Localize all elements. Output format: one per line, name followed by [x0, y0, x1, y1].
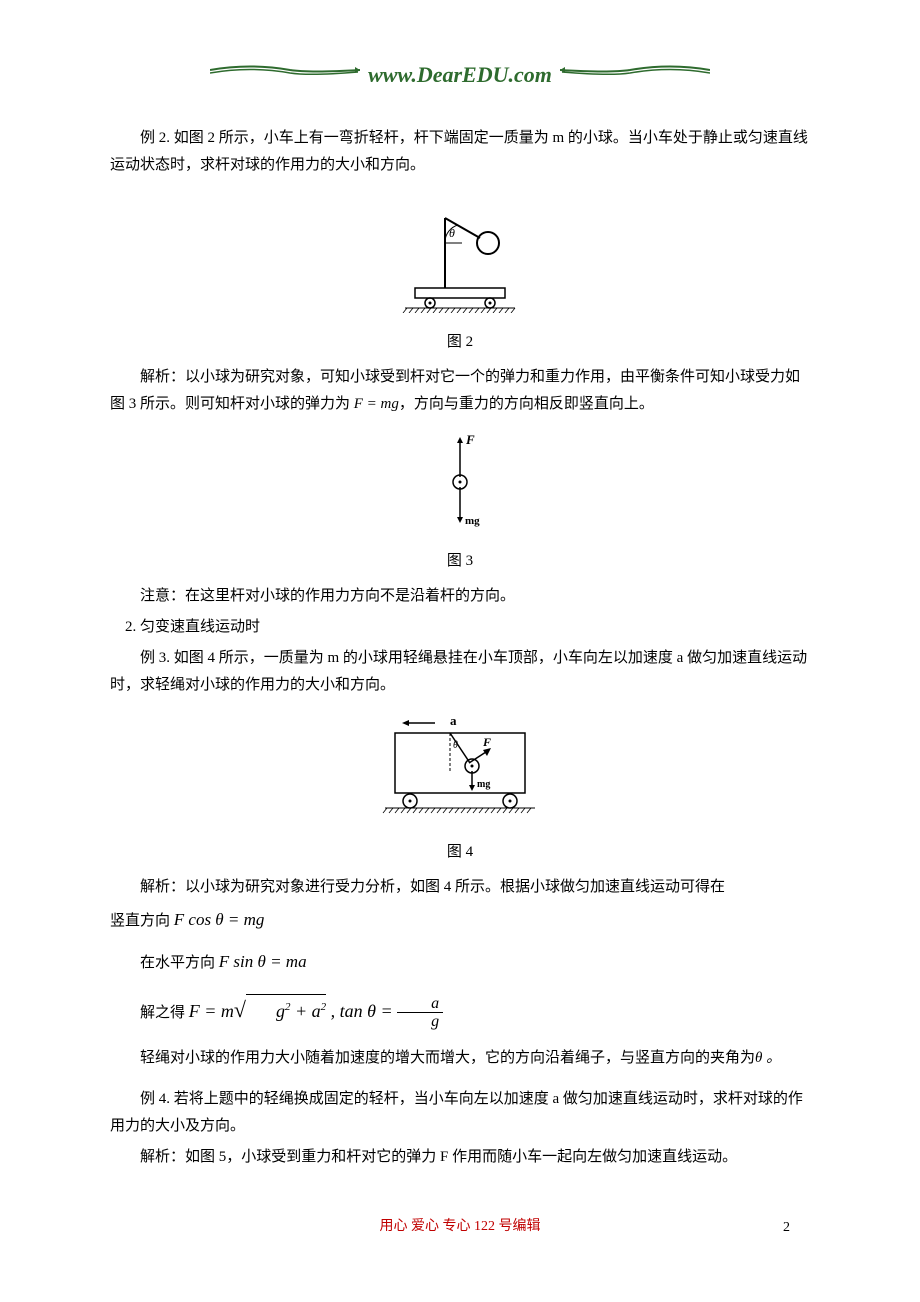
vert-prefix: 竖直方向 — [110, 913, 170, 929]
frac-num: a — [397, 995, 443, 1014]
formula-solve: F = m√g2 + a2 , tan θ = a g — [189, 1001, 443, 1021]
solve-line: 解之得 F = m√g2 + a2 , tan θ = a g — [110, 990, 810, 1031]
example4-intro: 例 4. 若将上题中的轻绳换成固定的轻杆，当小车向左以加速度 a 做匀加速直线运… — [110, 1086, 810, 1140]
theta-label-4: θ — [453, 740, 458, 751]
example4-analysis: 解析：如图 5，小球受到重力和杆对它的弹力 F 作用而随小车一起向左做匀加速直线… — [110, 1144, 810, 1171]
formula-horizontal: F sin θ = ma — [219, 952, 307, 971]
theta-end: θ 。 — [755, 1050, 781, 1066]
example3-intro: 例 3. 如图 4 所示，一质量为 m 的小球用轻绳悬挂在小车顶部，小车向左以加… — [110, 645, 810, 699]
mg-label: mg — [465, 515, 480, 527]
example2-analysis: 解析：以小球为研究对象，可知小球受到杆对它一个的弹力和重力作用，由平衡条件可知小… — [110, 364, 810, 418]
page-footer: 用心 爱心 专心 122 号编辑 — [0, 1213, 920, 1240]
horiz-prefix: 在水平方向 — [140, 955, 215, 971]
tan-prefix: , tan θ = — [331, 1001, 393, 1021]
example3-analysis: 解析：以小球为研究对象进行受力分析，如图 4 所示。根据小球做匀加速直线运动可得… — [110, 874, 810, 901]
vertical-formula-line: 竖直方向 F cos θ = mg — [110, 905, 810, 936]
fig4-label: 图 4 — [110, 839, 810, 866]
formula-f-mg: F = mg — [354, 396, 399, 412]
page-header: www.DearEDU.com — [0, 0, 920, 105]
example2-intro: 例 2. 如图 2 所示，小车上有一弯折轻杆，杆下端固定一质量为 m 的小球。当… — [110, 125, 810, 179]
fig3-label: 图 3 — [110, 548, 810, 575]
frac-den: g — [397, 1013, 443, 1031]
figure-4: a F θ mg — [110, 713, 810, 833]
swoosh-left-icon — [210, 61, 360, 89]
formula-vertical: F cos θ = mg — [174, 910, 265, 929]
logo-text: www.DearEDU.com — [368, 55, 552, 95]
figure-2: θ — [110, 193, 810, 323]
a-label: a — [450, 713, 457, 728]
horizontal-formula-line: 在水平方向 F sin θ = ma — [110, 947, 810, 978]
footer-text: 用心 爱心 专心 122 号编辑 — [380, 1214, 541, 1239]
example2-analysis-suffix: ，方向与重力的方向相反即竖直向上。 — [399, 396, 654, 412]
solve-prefix: 解之得 — [140, 1005, 185, 1021]
note-text: 注意：在这里杆对小球的作用力方向不是沿着杆的方向。 — [110, 583, 810, 610]
main-content: 例 2. 如图 2 所示，小车上有一弯折轻杆，杆下端固定一质量为 m 的小球。当… — [0, 105, 920, 1171]
theta-label: θ — [449, 226, 455, 240]
section-2: 2. 匀变速直线运动时 — [110, 614, 810, 641]
example3-conclusion: 轻绳对小球的作用力大小随着加速度的增大而增大，它的方向沿着绳子，与竖直方向的夹角… — [110, 1045, 810, 1072]
fraction-a-g: a g — [397, 995, 443, 1031]
swoosh-right-icon — [560, 61, 710, 89]
page-number: 2 — [783, 1215, 790, 1240]
f-label-4: F — [482, 735, 491, 749]
conclusion-text: 轻绳对小球的作用力大小随着加速度的增大而增大，它的方向沿着绳子，与竖直方向的夹角… — [140, 1050, 755, 1066]
figure-3: F mg — [110, 432, 810, 542]
mg-label-4: mg — [477, 779, 490, 790]
fig2-label: 图 2 — [110, 329, 810, 356]
f-label: F — [465, 432, 475, 447]
logo-container: www.DearEDU.com — [210, 55, 710, 95]
